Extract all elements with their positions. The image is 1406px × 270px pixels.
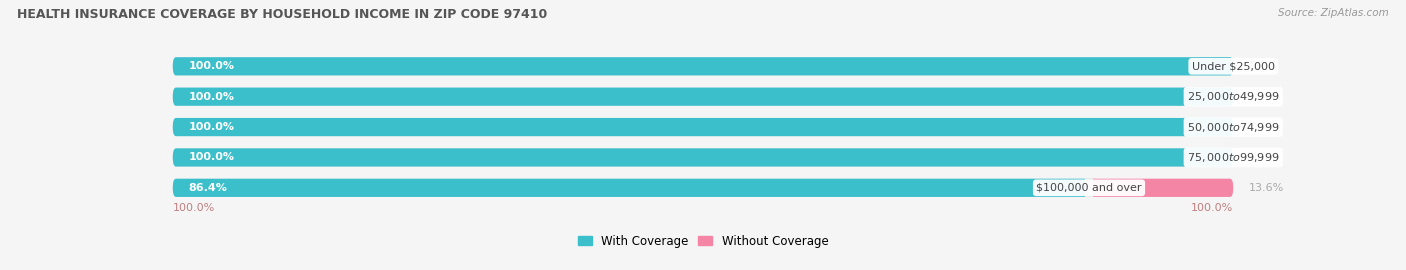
FancyBboxPatch shape xyxy=(173,57,1233,75)
Text: 100.0%: 100.0% xyxy=(173,202,215,212)
Text: $100,000 and over: $100,000 and over xyxy=(1036,183,1142,193)
Text: 0.0%: 0.0% xyxy=(1249,61,1278,71)
Text: $25,000 to $49,999: $25,000 to $49,999 xyxy=(1187,90,1279,103)
Text: $50,000 to $74,999: $50,000 to $74,999 xyxy=(1187,121,1279,134)
FancyBboxPatch shape xyxy=(173,118,1233,136)
Text: 100.0%: 100.0% xyxy=(188,153,235,163)
Text: 13.6%: 13.6% xyxy=(1249,183,1285,193)
FancyBboxPatch shape xyxy=(173,148,1233,167)
Text: 100.0%: 100.0% xyxy=(188,122,235,132)
Text: Source: ZipAtlas.com: Source: ZipAtlas.com xyxy=(1278,8,1389,18)
Text: HEALTH INSURANCE COVERAGE BY HOUSEHOLD INCOME IN ZIP CODE 97410: HEALTH INSURANCE COVERAGE BY HOUSEHOLD I… xyxy=(17,8,547,21)
FancyBboxPatch shape xyxy=(1085,179,1233,197)
Text: 100.0%: 100.0% xyxy=(188,61,235,71)
Text: $75,000 to $99,999: $75,000 to $99,999 xyxy=(1187,151,1279,164)
Text: 100.0%: 100.0% xyxy=(188,92,235,102)
FancyBboxPatch shape xyxy=(173,118,1233,136)
Bar xyxy=(1085,178,1090,197)
FancyBboxPatch shape xyxy=(173,87,1233,106)
FancyBboxPatch shape xyxy=(173,179,1092,197)
Bar xyxy=(1090,178,1094,197)
FancyBboxPatch shape xyxy=(173,57,1233,75)
Text: 0.0%: 0.0% xyxy=(1249,92,1278,102)
Text: 0.0%: 0.0% xyxy=(1249,153,1278,163)
FancyBboxPatch shape xyxy=(173,179,1233,197)
Text: 0.0%: 0.0% xyxy=(1249,122,1278,132)
Text: 86.4%: 86.4% xyxy=(188,183,228,193)
Legend: With Coverage, Without Coverage: With Coverage, Without Coverage xyxy=(572,230,834,252)
Text: 100.0%: 100.0% xyxy=(1191,202,1233,212)
FancyBboxPatch shape xyxy=(173,87,1233,106)
FancyBboxPatch shape xyxy=(173,148,1233,167)
Text: Under $25,000: Under $25,000 xyxy=(1192,61,1275,71)
